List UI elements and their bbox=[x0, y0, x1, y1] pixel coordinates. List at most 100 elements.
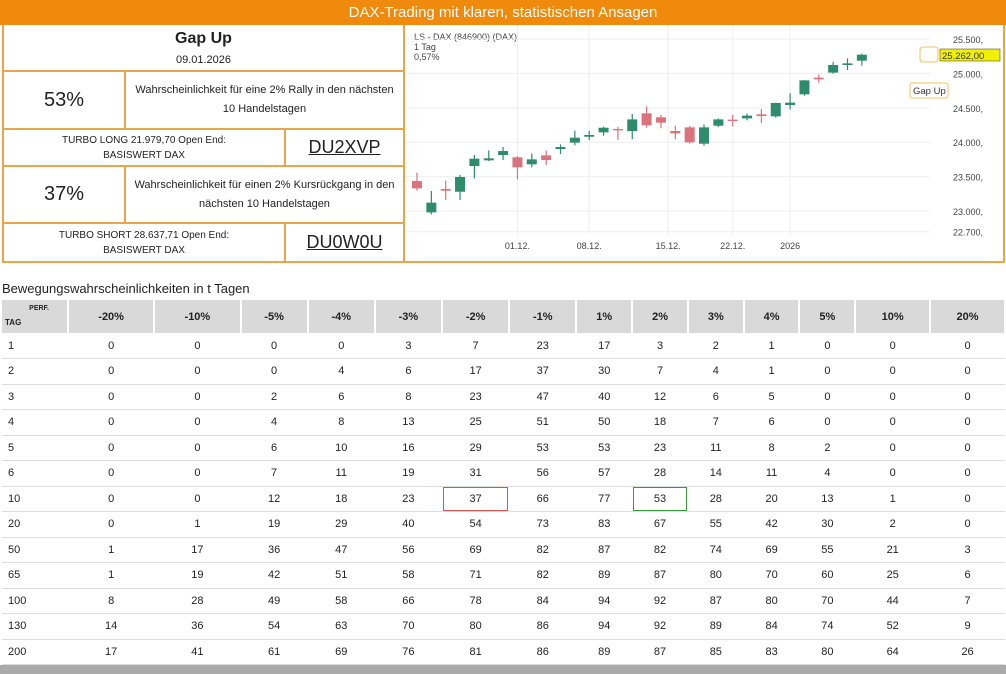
candle-body bbox=[627, 119, 638, 132]
probability-cell: 0 bbox=[307, 333, 375, 359]
probability-cell: 74 bbox=[687, 537, 744, 563]
probability-cell: 23 bbox=[509, 333, 577, 359]
probability-cell: 26 bbox=[930, 639, 1005, 665]
probability-cell: 80 bbox=[799, 639, 856, 665]
candle-body bbox=[699, 127, 709, 144]
long-description: Wahrscheinlichkeit für eine 2% Rally in … bbox=[126, 72, 403, 130]
probability-cell: 0 bbox=[930, 460, 1005, 487]
probability-cell: 14 bbox=[687, 460, 744, 487]
probability-cell: 56 bbox=[374, 537, 443, 563]
probability-cell: 8 bbox=[743, 435, 800, 461]
column-header: 1% bbox=[576, 300, 634, 333]
probability-cell: 6 bbox=[743, 409, 800, 436]
x-tick-label: 22.12. bbox=[720, 241, 745, 251]
table-row: 100 8 28 49 58 66 78 84 94 92 87 80 70 44 7 bbox=[2, 588, 1005, 614]
table-row: 20 0 1 19 29 40 54 73 83 67 55 42 30 2 0 bbox=[2, 511, 1005, 538]
probability-cell: 70 bbox=[799, 588, 856, 614]
probability-cell: 0 bbox=[68, 435, 155, 461]
day-cell: 4 bbox=[2, 409, 68, 436]
probability-cell: 0 bbox=[68, 333, 155, 359]
long-turbo-line2: BASISWERT DAX bbox=[103, 149, 185, 161]
probability-cell: 69 bbox=[743, 537, 800, 563]
probability-cell: 6 bbox=[374, 358, 443, 385]
probability-cell: 0 bbox=[855, 409, 931, 436]
probability-cell: 11 bbox=[307, 460, 375, 487]
candle-body bbox=[498, 151, 509, 156]
table-title: Bewegungswahrscheinlichkeiten in t Tagen bbox=[2, 281, 250, 296]
probability-cell: 37 bbox=[442, 486, 510, 512]
probability-cell: 0 bbox=[855, 384, 931, 410]
candle-body bbox=[526, 159, 537, 165]
probability-cell: 80 bbox=[687, 562, 744, 589]
probability-cell: 0 bbox=[154, 409, 241, 436]
probability-cell: 81 bbox=[442, 639, 510, 665]
probability-cell: 40 bbox=[576, 384, 633, 410]
probability-cell: 21 bbox=[855, 537, 931, 563]
probability-cell: 54 bbox=[240, 613, 308, 640]
probability-cell: 50 bbox=[576, 409, 633, 436]
table-row: 10 0 0 12 18 23 37 66 77 53 28 20 13 1 0 bbox=[2, 486, 1005, 512]
day-cell: 100 bbox=[2, 588, 68, 614]
probability-cell: 69 bbox=[307, 639, 375, 665]
probability-cell: 19 bbox=[374, 460, 443, 487]
short-description: Wahrscheinlichkeit für einen 2% Kursrück… bbox=[126, 167, 403, 224]
probability-cell: 28 bbox=[687, 486, 744, 512]
signal-panel: Gap Up 09.01.2026 53% Wahrscheinlichkeit… bbox=[2, 25, 405, 263]
column-header: 20% bbox=[930, 300, 1006, 333]
candle-body bbox=[541, 155, 552, 160]
probability-cell: 8 bbox=[374, 384, 443, 410]
column-header: -5% bbox=[240, 300, 309, 333]
candle-body bbox=[842, 63, 853, 66]
probability-cell: 3 bbox=[374, 333, 443, 359]
day-cell: 10 bbox=[2, 486, 68, 512]
probability-cell: 31 bbox=[442, 460, 510, 487]
probability-cell: 89 bbox=[576, 562, 633, 589]
long-turbo-code-link[interactable]: DU2XVP bbox=[286, 130, 403, 167]
signal-title: Gap Up bbox=[175, 29, 232, 47]
column-header: -4% bbox=[307, 300, 376, 333]
candle-body bbox=[756, 114, 767, 117]
candle-body bbox=[785, 102, 796, 106]
candle-body bbox=[483, 158, 494, 161]
probability-cell: 0 bbox=[799, 409, 856, 436]
probability-cell: 25 bbox=[855, 562, 931, 589]
y-tick-label: 23.000, bbox=[953, 207, 983, 217]
probability-cell: 47 bbox=[509, 384, 577, 410]
gap-up-highlight bbox=[919, 46, 939, 63]
column-header: 3% bbox=[687, 300, 745, 333]
candle-body bbox=[670, 131, 681, 134]
short-turbo-code-link[interactable]: DU0W0U bbox=[306, 232, 383, 252]
probability-cell: 1 bbox=[68, 537, 155, 563]
probability-cell: 3 bbox=[632, 333, 688, 359]
probability-cell: 66 bbox=[509, 486, 577, 512]
candle-body bbox=[727, 119, 738, 122]
probability-cell: 0 bbox=[154, 384, 241, 410]
column-header: -3% bbox=[374, 300, 444, 333]
probability-cell: 0 bbox=[154, 460, 241, 487]
day-cell: 2 bbox=[2, 358, 68, 385]
probability-cell: 3 bbox=[930, 537, 1005, 563]
short-probability: 37% bbox=[4, 167, 126, 224]
candle-body bbox=[655, 117, 666, 123]
column-header: -10% bbox=[154, 300, 242, 333]
probability-cell: 53 bbox=[576, 435, 633, 461]
probability-cell: 4 bbox=[307, 358, 375, 385]
probability-cell: 56 bbox=[509, 460, 577, 487]
probability-cell: 4 bbox=[799, 460, 856, 487]
signal-date: 09.01.2026 bbox=[175, 53, 232, 66]
probability-cell: 0 bbox=[68, 358, 155, 385]
probability-cell: 42 bbox=[743, 511, 800, 538]
probability-cell: 51 bbox=[307, 562, 375, 589]
probability-cell: 64 bbox=[855, 639, 931, 665]
probability-cell: 0 bbox=[240, 358, 308, 385]
x-tick-label: 2026 bbox=[780, 241, 800, 251]
probability-cell: 40 bbox=[374, 511, 443, 538]
probability-cell: 55 bbox=[799, 537, 856, 563]
probability-cell: 5 bbox=[743, 384, 800, 410]
table-row: 130 14 36 54 63 70 80 86 94 92 89 84 74 52 9 bbox=[2, 613, 1005, 640]
probability-cell: 7 bbox=[687, 409, 744, 436]
table-row: 1 0 0 0 0 3 7 23 17 3 2 1 0 0 0 bbox=[2, 333, 1005, 359]
probability-cell: 23 bbox=[374, 486, 443, 512]
probability-cell: 87 bbox=[632, 562, 688, 589]
probability-cell: 42 bbox=[240, 562, 308, 589]
